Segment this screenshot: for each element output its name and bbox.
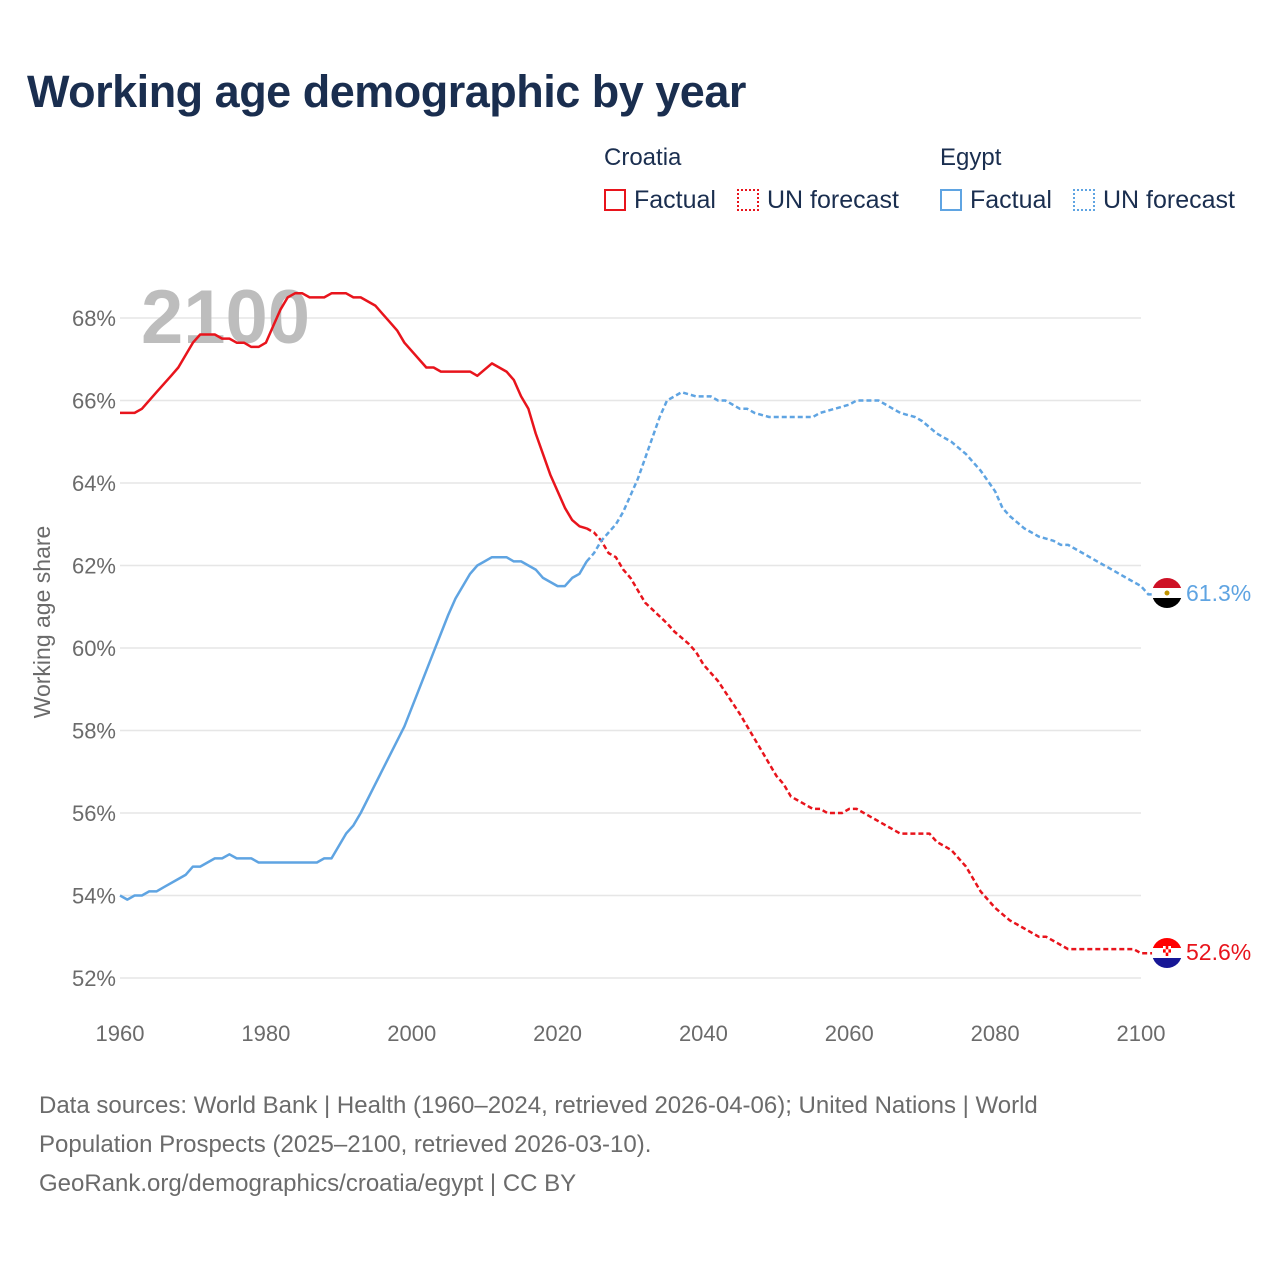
source-link[interactable]: GeoRank.org/demographics/croatia/egypt |… — [39, 1170, 577, 1197]
croatia-end-label: 52.6% — [1186, 939, 1251, 965]
current-year-label: 2100 — [141, 275, 310, 360]
legend-label: Factual — [634, 185, 716, 214]
x-axis-ticks: 1960 1980 2000 2020 2040 2060 2080 2100 — [96, 1021, 1166, 1046]
egypt-factual-line — [119, 555, 588, 901]
y-axis-title: Working age share — [29, 526, 55, 719]
legend-label: Factual — [970, 185, 1052, 214]
footer: Data sources: World Bank | Health (1960–… — [39, 1086, 1149, 1203]
legend-swatch-dotted-icon — [737, 189, 759, 211]
x-tick-label: 2020 — [533, 1021, 582, 1046]
legend-label: UN forecast — [767, 185, 899, 214]
y-tick-label: 60% — [72, 636, 116, 661]
croatia-forecast-line — [586, 527, 1171, 955]
legend-title-croatia: Croatia — [604, 144, 682, 171]
x-tick-label: 1980 — [241, 1021, 290, 1046]
legend-egypt-factual[interactable]: Factual — [940, 185, 1052, 215]
legend-swatch-solid-icon — [604, 189, 626, 211]
y-tick-label: 58% — [72, 719, 116, 744]
legend-title-egypt: Egypt — [940, 144, 1002, 171]
data-sources-note: Data sources: World Bank | Health (1960–… — [39, 1092, 1038, 1158]
y-tick-label: 66% — [72, 389, 116, 414]
egypt-forecast-line — [585, 390, 1171, 596]
series-lines — [119, 292, 1171, 955]
x-tick-label: 2080 — [971, 1021, 1020, 1046]
x-tick-label: 2040 — [679, 1021, 728, 1046]
chart-title: Working age demographic by year — [27, 66, 746, 117]
legend-swatch-solid-icon — [940, 189, 962, 211]
gridlines — [120, 317, 1141, 979]
x-tick-label: 2100 — [1117, 1021, 1166, 1046]
croatia-factual-line — [120, 292, 588, 530]
x-tick-label: 1960 — [96, 1021, 145, 1046]
x-tick-label: 2060 — [825, 1021, 874, 1046]
egypt-flag-icon — [1152, 578, 1182, 608]
y-tick-label: 68% — [72, 306, 116, 331]
legend-swatch-dotted-icon — [1073, 189, 1095, 211]
x-tick-label: 2000 — [387, 1021, 436, 1046]
croatia-flag-icon — [1152, 938, 1182, 968]
egypt-end-label: 61.3% — [1186, 580, 1251, 606]
legend-label: UN forecast — [1103, 185, 1235, 214]
y-tick-label: 56% — [72, 801, 116, 826]
y-tick-label: 62% — [72, 554, 116, 579]
y-tick-label: 64% — [72, 471, 116, 496]
legend-croatia-factual[interactable]: Factual — [604, 185, 716, 215]
y-tick-label: 54% — [72, 884, 116, 909]
legend-egypt-forecast[interactable]: UN forecast — [1073, 185, 1235, 215]
y-axis-ticks: 52% 54% 56% 58% 60% 62% 64% 66% 68% — [72, 306, 116, 991]
y-tick-label: 52% — [72, 966, 116, 991]
legend-croatia-forecast[interactable]: UN forecast — [737, 185, 899, 215]
